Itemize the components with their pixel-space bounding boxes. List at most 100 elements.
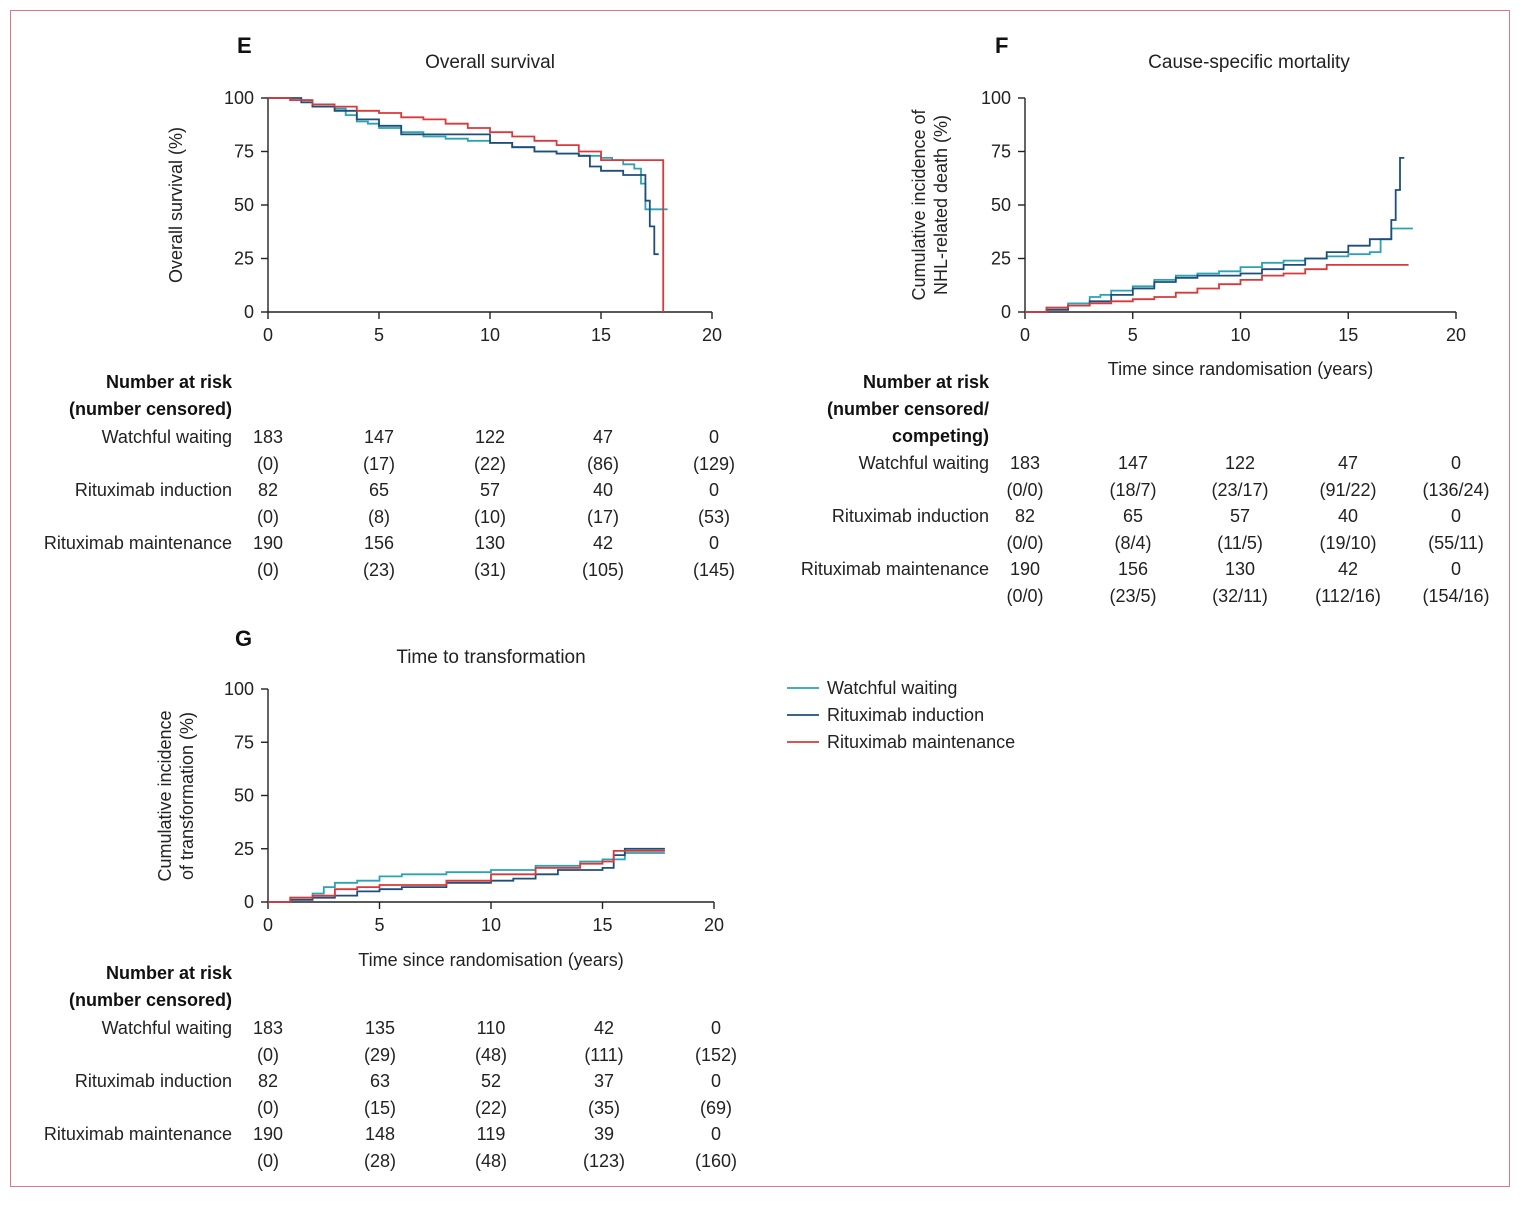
y-tick-label: 25 bbox=[234, 249, 254, 269]
risk-at-risk-value: 57 bbox=[480, 480, 500, 500]
risk-arm-label: Rituximab induction bbox=[75, 1071, 232, 1091]
risk-censored-value: (0) bbox=[257, 1151, 279, 1171]
risk-censored-value: (17) bbox=[587, 507, 619, 527]
legend: Watchful waiting Rituximab induction Ritux… bbox=[787, 678, 1015, 752]
x-tick-label: 15 bbox=[1338, 325, 1358, 345]
risk-table-header: (number censored) bbox=[69, 399, 232, 419]
risk-at-risk-value: 110 bbox=[477, 1018, 506, 1038]
risk-at-risk-value: 156 bbox=[1118, 559, 1148, 579]
risk-censored-value: (69) bbox=[700, 1098, 732, 1118]
risk-censored-value: (22) bbox=[474, 454, 506, 474]
risk-censored-value: (105) bbox=[582, 560, 624, 580]
y-tick-label: 0 bbox=[244, 892, 254, 912]
risk-table-header: (number censored/ bbox=[827, 399, 989, 419]
y-tick-label: 75 bbox=[234, 142, 254, 162]
legend-label: Rituximab maintenance bbox=[827, 732, 1015, 752]
risk-censored-value: (23/17) bbox=[1211, 480, 1268, 500]
risk-censored-value: (136/24) bbox=[1422, 480, 1489, 500]
risk-at-risk-value: 57 bbox=[1230, 506, 1250, 526]
risk-arm-label: Rituximab maintenance bbox=[44, 533, 232, 553]
risk-censored-value: (35) bbox=[588, 1098, 620, 1118]
series-watchful-waiting bbox=[268, 97, 668, 211]
series-rituximab-maintenance bbox=[268, 97, 665, 312]
risk-censored-value: (86) bbox=[587, 454, 619, 474]
risk-censored-value: (28) bbox=[364, 1151, 396, 1171]
risk-at-risk-value: 156 bbox=[364, 533, 394, 553]
risk-censored-value: (129) bbox=[693, 454, 735, 474]
risk-arm-label: Watchful waiting bbox=[102, 427, 232, 447]
risk-arm-label: Watchful waiting bbox=[859, 453, 989, 473]
risk-censored-value: (19/10) bbox=[1319, 533, 1376, 553]
risk-at-risk-value: 42 bbox=[593, 533, 613, 553]
risk-at-risk-value: 147 bbox=[364, 427, 394, 447]
risk-at-risk-value: 65 bbox=[369, 480, 389, 500]
risk-at-risk-value: 82 bbox=[1015, 506, 1035, 526]
risk-at-risk-value: 122 bbox=[1225, 453, 1255, 473]
y-tick-label: 25 bbox=[991, 249, 1011, 269]
y-axis-label-line: Overall survival (%) bbox=[166, 127, 186, 283]
risk-censored-value: (0) bbox=[257, 1098, 279, 1118]
risk-censored-value: (111) bbox=[584, 1045, 623, 1065]
risk-censored-value: (29) bbox=[364, 1045, 396, 1065]
risk-at-risk-value: 119 bbox=[477, 1124, 506, 1144]
risk-at-risk-value: 39 bbox=[594, 1124, 614, 1144]
y-tick-label: 50 bbox=[234, 786, 254, 806]
risk-at-risk-value: 52 bbox=[481, 1071, 501, 1091]
y-tick-label: 25 bbox=[234, 839, 254, 859]
risk-at-risk-value: 42 bbox=[594, 1018, 614, 1038]
risk-censored-value: (48) bbox=[475, 1045, 507, 1065]
risk-censored-value: (0) bbox=[257, 1045, 279, 1065]
panel-letter-g: G bbox=[235, 626, 252, 651]
x-axis-label: Time since randomisation (years) bbox=[1108, 359, 1373, 379]
risk-at-risk-value: 40 bbox=[593, 480, 613, 500]
panel-title: Overall survival bbox=[425, 52, 555, 73]
risk-arm-label: Rituximab maintenance bbox=[44, 1124, 232, 1144]
panel-letter-e: E bbox=[237, 33, 252, 58]
series-watchful-waiting bbox=[1025, 227, 1413, 313]
risk-at-risk-value: 190 bbox=[253, 1124, 283, 1144]
y-axis-label: Overall survival (%) bbox=[166, 127, 186, 283]
x-axis-label: Time since randomisation (years) bbox=[358, 950, 623, 970]
x-tick-label: 20 bbox=[704, 915, 724, 935]
risk-censored-value: (15) bbox=[364, 1098, 396, 1118]
risk-at-risk-value: 65 bbox=[1123, 506, 1143, 526]
y-axis-label: Cumulative incidence of NHL-related death… bbox=[909, 108, 951, 300]
risk-censored-value: (0/0) bbox=[1006, 480, 1043, 500]
risk-censored-value: (123) bbox=[583, 1151, 625, 1171]
risk-arm-label: Rituximab induction bbox=[75, 480, 232, 500]
y-axis-label-line: NHL-related death (%) bbox=[931, 115, 951, 295]
x-tick-label: 5 bbox=[374, 325, 384, 345]
risk-arm-label: Rituximab induction bbox=[832, 506, 989, 526]
risk-arm-label: Watchful waiting bbox=[102, 1018, 232, 1038]
risk-at-risk-value: 40 bbox=[1338, 506, 1358, 526]
risk-censored-value: (18/7) bbox=[1109, 480, 1156, 500]
risk-at-risk-value: 183 bbox=[253, 427, 283, 447]
legend-label: Watchful waiting bbox=[827, 678, 957, 698]
panel-letter-f: F bbox=[995, 33, 1008, 58]
risk-at-risk-value: 42 bbox=[1338, 559, 1358, 579]
risk-at-risk-value: 190 bbox=[253, 533, 283, 553]
y-tick-label: 50 bbox=[991, 195, 1011, 215]
risk-at-risk-value: 0 bbox=[1451, 559, 1461, 579]
figure-frame bbox=[10, 10, 1510, 1187]
x-tick-label: 10 bbox=[1230, 325, 1250, 345]
panel-g: G Time to transformation 0 25 50 75 100 0 5 10 15 2… bbox=[44, 626, 737, 1171]
series-rituximab-induction bbox=[268, 847, 665, 903]
panel-title: Time to transformation bbox=[396, 647, 585, 668]
y-tick-label: 50 bbox=[234, 195, 254, 215]
risk-at-risk-value: 135 bbox=[365, 1018, 395, 1038]
risk-censored-value: (22) bbox=[475, 1098, 507, 1118]
risk-censored-value: (0) bbox=[257, 507, 279, 527]
x-tick-label: 0 bbox=[1020, 325, 1030, 345]
risk-at-risk-value: 47 bbox=[1338, 453, 1358, 473]
x-tick-label: 10 bbox=[480, 325, 500, 345]
y-axis-label-line: of transformation (%) bbox=[177, 712, 197, 880]
risk-censored-value: (10) bbox=[474, 507, 506, 527]
risk-censored-value: (17) bbox=[363, 454, 395, 474]
risk-at-risk-value: 0 bbox=[711, 1018, 721, 1038]
risk-censored-value: (32/11) bbox=[1212, 586, 1268, 606]
risk-at-risk-value: 47 bbox=[593, 427, 613, 447]
y-tick-label: 0 bbox=[244, 302, 254, 322]
risk-table-header: Number at risk bbox=[106, 963, 233, 983]
